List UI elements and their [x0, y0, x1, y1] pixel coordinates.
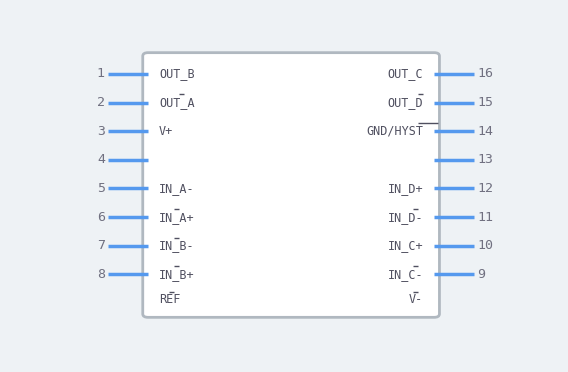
Text: IN_D-: IN_D-: [387, 211, 423, 224]
Text: 14: 14: [477, 125, 493, 138]
Text: 8: 8: [97, 268, 105, 281]
Text: 16: 16: [477, 67, 493, 80]
Text: V-: V-: [409, 293, 423, 306]
Text: 9: 9: [477, 268, 485, 281]
Text: IN_A-: IN_A-: [159, 182, 195, 195]
Text: 3: 3: [97, 125, 105, 138]
Text: 13: 13: [477, 153, 493, 166]
Text: 11: 11: [477, 211, 493, 224]
Text: 1: 1: [97, 67, 105, 80]
Text: V+: V+: [159, 125, 173, 138]
Text: REF: REF: [159, 293, 181, 306]
Text: 6: 6: [97, 211, 105, 224]
Text: IN_C+: IN_C+: [387, 239, 423, 252]
Text: 4: 4: [97, 153, 105, 166]
Text: GND/HYST: GND/HYST: [366, 125, 423, 138]
Text: 2: 2: [97, 96, 105, 109]
Text: IN_B-: IN_B-: [159, 239, 195, 252]
Text: 15: 15: [477, 96, 493, 109]
Text: OUT_C: OUT_C: [387, 67, 423, 80]
FancyBboxPatch shape: [143, 53, 440, 317]
Text: OUT_D: OUT_D: [387, 96, 423, 109]
Text: IN_B+: IN_B+: [159, 268, 195, 281]
Text: 7: 7: [97, 239, 105, 252]
Text: 10: 10: [477, 239, 493, 252]
Text: 5: 5: [97, 182, 105, 195]
Text: IN_C-: IN_C-: [387, 268, 423, 281]
Text: OUT_B: OUT_B: [159, 67, 195, 80]
Text: IN_A+: IN_A+: [159, 211, 195, 224]
Text: OUT_A: OUT_A: [159, 96, 195, 109]
Text: IN_D+: IN_D+: [387, 182, 423, 195]
Text: 12: 12: [477, 182, 493, 195]
